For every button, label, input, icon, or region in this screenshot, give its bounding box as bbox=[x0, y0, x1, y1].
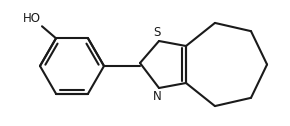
Text: HO: HO bbox=[23, 12, 41, 25]
Text: S: S bbox=[153, 26, 161, 39]
Text: N: N bbox=[153, 90, 161, 103]
